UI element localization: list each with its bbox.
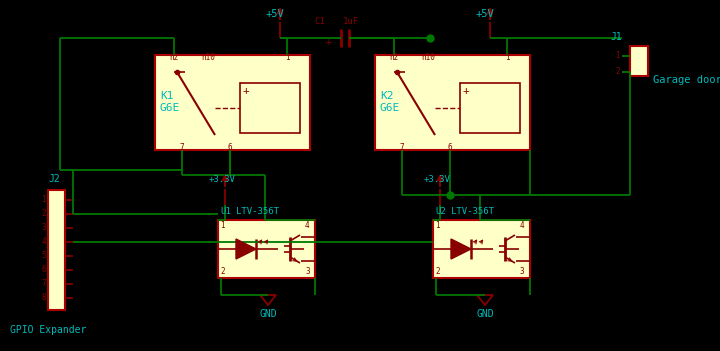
Polygon shape [236, 239, 256, 259]
Bar [240, 83, 300, 133]
Text: 2: 2 [435, 267, 440, 277]
Text: G6E: G6E [160, 103, 180, 113]
Text: 1: 1 [616, 52, 620, 60]
Text: K1: K1 [160, 91, 174, 101]
Text: 5: 5 [41, 252, 46, 260]
Text: K2: K2 [380, 91, 394, 101]
Text: 3: 3 [305, 267, 310, 277]
Text: LTV-356T: LTV-356T [451, 207, 494, 216]
Text: +3.3V: +3.3V [424, 174, 451, 184]
Text: +5V: +5V [266, 9, 284, 19]
Bar [375, 55, 530, 150]
Text: 1uF: 1uF [343, 17, 359, 26]
Bar [218, 220, 315, 278]
Bar [48, 190, 65, 310]
Text: Garage door unit: Garage door unit [653, 75, 720, 85]
Text: +: + [325, 37, 331, 47]
Text: GND: GND [259, 309, 276, 319]
Text: 4: 4 [41, 238, 46, 246]
Text: 6: 6 [448, 143, 452, 152]
Bar [155, 55, 310, 150]
Text: n2: n2 [169, 53, 179, 62]
Text: GPIO Expander: GPIO Expander [10, 325, 86, 335]
Text: 6: 6 [228, 143, 233, 152]
Bar [460, 83, 520, 133]
Text: J2: J2 [48, 174, 60, 184]
Bar [433, 220, 530, 278]
Polygon shape [451, 239, 471, 259]
Text: 4: 4 [520, 221, 525, 231]
Text: 7: 7 [180, 143, 184, 152]
Text: 4: 4 [305, 221, 310, 231]
Text: 1: 1 [505, 53, 509, 62]
Text: 2: 2 [220, 267, 225, 277]
Text: U1: U1 [220, 207, 230, 216]
Text: +: + [463, 86, 469, 96]
Text: 2: 2 [616, 67, 620, 77]
Text: 3: 3 [41, 224, 46, 232]
Text: C1: C1 [314, 17, 325, 26]
Text: 1: 1 [284, 53, 289, 62]
Bar [630, 46, 648, 76]
Text: 8: 8 [41, 293, 46, 303]
Text: 6: 6 [41, 265, 46, 274]
Text: 7: 7 [400, 143, 405, 152]
Text: 7: 7 [41, 279, 46, 289]
Text: J1: J1 [611, 32, 622, 42]
Text: LTV-356T: LTV-356T [236, 207, 279, 216]
Text: 1: 1 [41, 196, 46, 205]
Text: n2: n2 [390, 53, 399, 62]
Text: GND: GND [476, 309, 494, 319]
Text: 1: 1 [435, 221, 440, 231]
Text: +: + [243, 86, 250, 96]
Text: 2: 2 [41, 210, 46, 219]
Text: G6E: G6E [380, 103, 400, 113]
Text: +3.3V: +3.3V [209, 174, 236, 184]
Text: n10: n10 [201, 53, 215, 62]
Text: U2: U2 [435, 207, 446, 216]
Text: 1: 1 [220, 221, 225, 231]
Text: +5V: +5V [476, 9, 495, 19]
Text: 3: 3 [520, 267, 525, 277]
Text: n10: n10 [421, 53, 435, 62]
